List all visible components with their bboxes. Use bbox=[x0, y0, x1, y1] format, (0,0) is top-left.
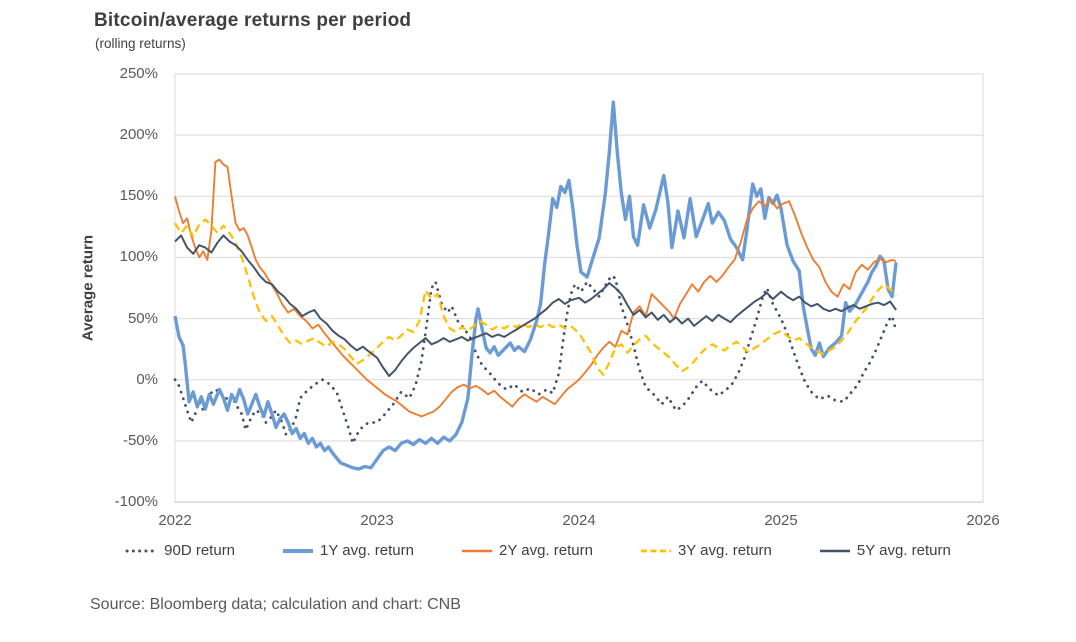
y-tick-label: 50% bbox=[127, 309, 158, 327]
y-tick-label: 150% bbox=[119, 187, 158, 205]
legend-item-90d-return: 90D return bbox=[125, 542, 235, 559]
series-90d-return bbox=[173, 274, 898, 445]
y-tick-label: 200% bbox=[119, 126, 158, 144]
legend-label: 3Y avg. return bbox=[677, 542, 772, 559]
x-tick-label: 2022 bbox=[158, 512, 192, 529]
x-tick-label: 2024 bbox=[562, 512, 596, 529]
legend-item-1y-avg-return: 1Y avg. return bbox=[281, 542, 414, 559]
y-tick-label: -50% bbox=[122, 431, 158, 449]
y-tick-label: 250% bbox=[119, 65, 158, 82]
legend-label: 5Y avg. return bbox=[856, 542, 951, 559]
legend-item-3y-avg-return: 3Y avg. return bbox=[639, 542, 772, 559]
chart-legend: 90D return 1Y avg. return 2Y avg. return 3Y… bbox=[0, 542, 1076, 559]
x-tick-label: 2025 bbox=[764, 512, 798, 529]
x-tick-label: 2023 bbox=[360, 512, 394, 529]
series-3y-avg-return bbox=[174, 218, 897, 376]
y-tick-label: -100% bbox=[114, 493, 158, 510]
legend-item-2y-avg-return: 2Y avg. return bbox=[460, 542, 593, 559]
series-5y-avg-return bbox=[174, 234, 897, 377]
legend-label: 2Y avg. return bbox=[498, 542, 593, 559]
legend-swatch-icon bbox=[819, 549, 850, 552]
legend-swatch-icon bbox=[640, 549, 671, 552]
source-note: Source: Bloomberg data; calculation and … bbox=[90, 596, 461, 613]
legend-label: 90D return bbox=[164, 542, 236, 559]
x-tick-label: 2026 bbox=[966, 512, 1000, 529]
y-tick-label: 0% bbox=[136, 370, 158, 388]
legend-swatch-icon bbox=[461, 549, 492, 552]
series-2y-avg-return bbox=[174, 158, 897, 418]
legend-swatch-icon bbox=[125, 549, 159, 552]
legend-swatch-icon bbox=[283, 548, 314, 553]
legend-item-5y-avg-return: 5Y avg. return bbox=[818, 542, 951, 559]
series-1y-avg-return bbox=[173, 100, 898, 471]
chart-title: Bitcoin/average returns per period bbox=[94, 10, 412, 31]
chart-subtitle: (rolling returns) bbox=[95, 36, 186, 51]
legend-label: 1Y avg. return bbox=[320, 542, 414, 559]
y-tick-label: 100% bbox=[119, 248, 158, 266]
